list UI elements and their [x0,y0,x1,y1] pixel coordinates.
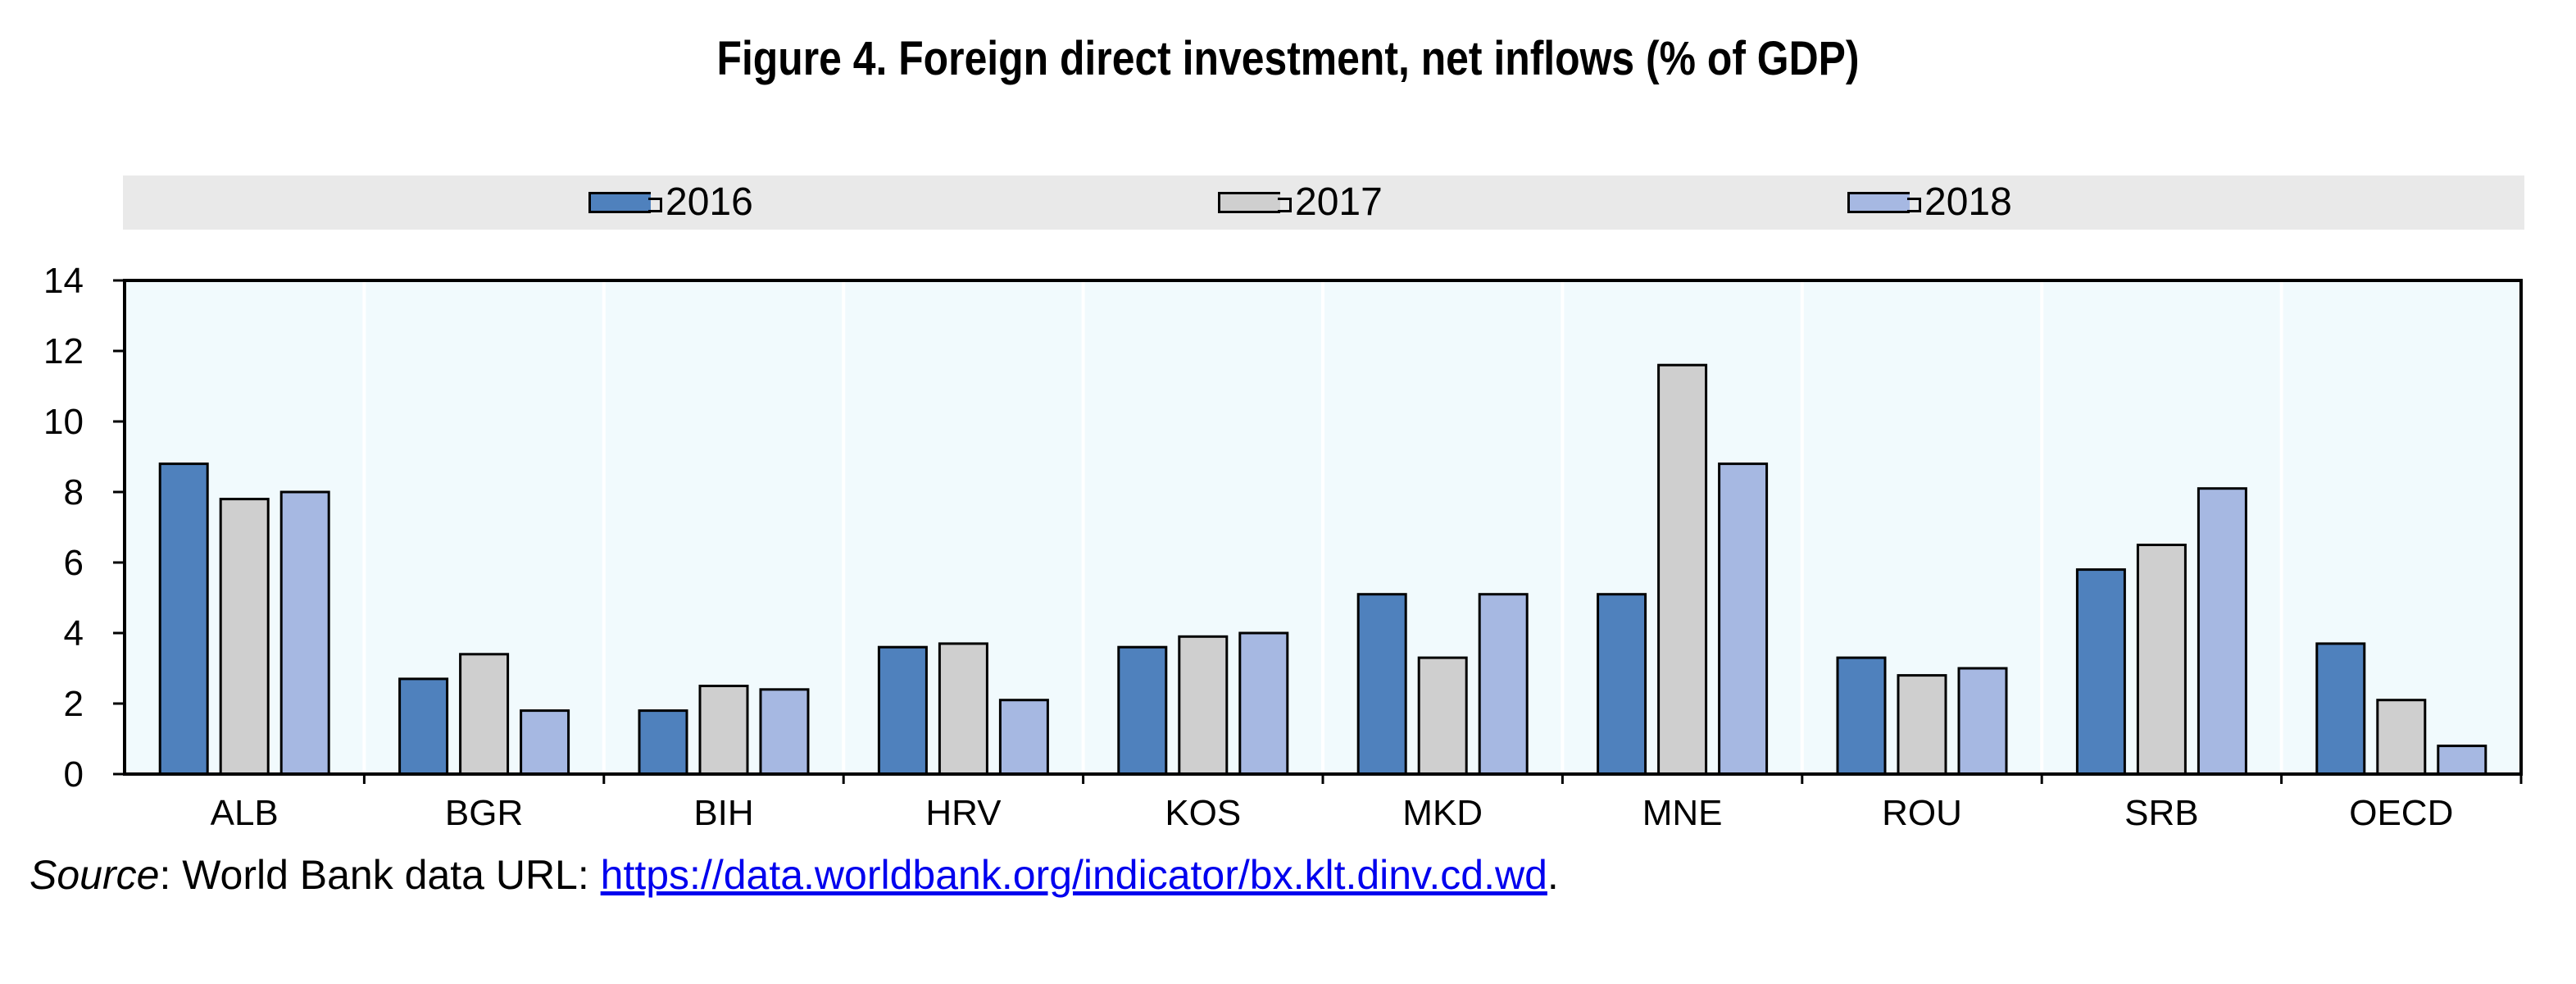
x-tick-label: OECD [2349,793,2453,833]
y-tick-label: 10 [43,402,84,442]
bar-rou-2017 [1897,674,1947,776]
source-note: Source: World Bank data URL: https://dat… [30,851,1559,899]
bar-hrv-2016 [877,645,928,776]
bar-oecd-2018 [2437,745,2487,776]
bar-mne-2018 [1718,462,1769,776]
legend-swatch-2017 [1218,192,1292,213]
bar-bih-2017 [698,685,749,776]
y-tick-label: 6 [64,543,84,583]
bar-mne-2017 [1657,363,1708,776]
x-tick-label: BGR [445,793,523,833]
x-tick-label: KOS [1165,793,1241,833]
y-tick-label: 0 [64,754,84,795]
bar-kos-2017 [1178,635,1229,776]
legend-item-2018: 2018 [1847,175,2012,230]
x-tick-label: SRB [2124,793,2198,833]
bar-alb-2017 [219,498,270,776]
x-tick-label: HRV [925,793,1002,833]
legend-label-2017: 2017 [1295,180,1383,224]
bar-bih-2018 [759,688,810,776]
bar-mkd-2017 [1417,656,1468,776]
bar-hrv-2018 [998,699,1049,776]
y-tick-label: 4 [64,613,84,654]
bar-alb-2018 [279,490,330,776]
bar-bih-2016 [638,709,688,776]
source-text: : World Bank data URL: [159,852,601,898]
bar-srb-2017 [2136,544,2187,776]
bar-bgr-2018 [520,709,570,776]
bar-kos-2016 [1117,645,1168,776]
bar-srb-2018 [2197,487,2247,776]
bar-alb-2016 [158,462,209,776]
x-tick-label: MKD [1402,793,1483,833]
bar-hrv-2017 [938,642,988,776]
bar-oecd-2016 [2315,642,2366,776]
y-tick-label: 8 [64,472,84,512]
x-tick-label: MNE [1642,793,1723,833]
legend-label-2016: 2016 [666,180,753,224]
legend-label-2018: 2018 [1924,180,2012,224]
x-tick-label: ROU [1882,793,1962,833]
plot-border [123,279,2523,776]
bar-mkd-2018 [1478,593,1529,776]
x-tick-label: BIH [693,793,753,833]
bar-oecd-2017 [2376,699,2427,776]
legend-swatch-2016 [588,192,662,213]
bar-kos-2018 [1238,631,1289,776]
y-tick-label: 2 [64,684,84,724]
legend-item-2016: 2016 [588,175,753,230]
bar-rou-2016 [1836,656,1887,776]
chart-title: Figure 4. Foreign direct investment, net… [716,32,1860,85]
bar-srb-2016 [2075,568,2126,776]
bar-bgr-2016 [398,677,449,776]
legend-item-2017: 2017 [1218,175,1383,230]
legend-swatch-2018 [1847,192,1921,213]
bar-rou-2018 [1957,667,2008,776]
y-tick-label: 12 [43,331,84,371]
x-tick-label: ALB [211,793,279,833]
legend: 2016 2017 2018 [123,175,2524,230]
bar-mkd-2016 [1356,593,1407,776]
bar-bgr-2017 [459,653,510,776]
y-tick-label: 14 [43,261,84,301]
source-trailing: . [1547,852,1559,898]
bar-mne-2016 [1597,593,1647,776]
source-link[interactable]: https://data.worldbank.org/indicator/bx.… [600,852,1547,898]
source-label: Source [30,852,160,898]
